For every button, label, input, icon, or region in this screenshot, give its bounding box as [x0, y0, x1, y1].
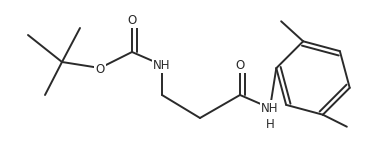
Text: NH: NH [153, 59, 171, 71]
Text: O: O [95, 62, 104, 76]
Text: O: O [127, 14, 137, 26]
Text: H: H [265, 117, 274, 131]
Text: NH: NH [261, 101, 279, 115]
Text: O: O [235, 59, 245, 71]
